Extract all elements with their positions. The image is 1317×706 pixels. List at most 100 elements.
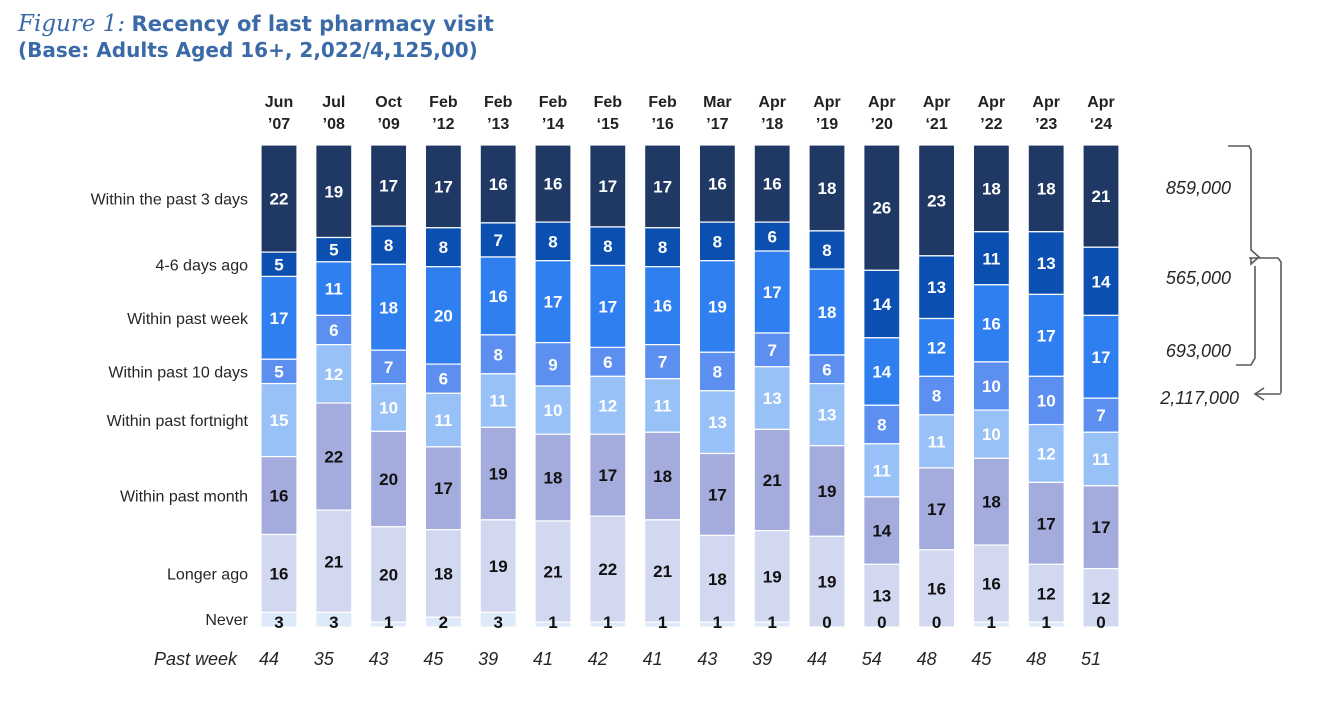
- bar-segment: [1082, 397, 1120, 433]
- bar-segment: [1027, 231, 1065, 296]
- bar-segment: [315, 236, 353, 263]
- bar-segment: [1082, 314, 1120, 399]
- column-label-year: ’13: [487, 116, 509, 133]
- category-label: Within past month: [120, 489, 248, 506]
- bar-segment: [315, 144, 353, 239]
- column-label-month: Jul: [322, 94, 345, 111]
- bar-segment: [917, 144, 956, 257]
- column-label-year: ’17: [706, 116, 728, 133]
- data-label: 15: [270, 411, 289, 430]
- data-label: 7: [767, 341, 776, 360]
- bar-segment: [479, 519, 517, 613]
- column-label-year: ’18: [761, 116, 783, 133]
- bar-segment: [917, 255, 956, 320]
- bar-segment: [589, 264, 627, 349]
- bar-segment: [643, 431, 682, 521]
- column-label-year: ’09: [377, 116, 399, 133]
- data-label: 0: [877, 613, 886, 632]
- bar-segment: [589, 375, 627, 435]
- bar-segment: [698, 534, 737, 623]
- data-label: 16: [544, 175, 563, 194]
- past-week-value: 48: [917, 649, 937, 669]
- data-label: 10: [1037, 391, 1056, 410]
- data-label: 11: [489, 392, 507, 411]
- bar-segment: [424, 446, 462, 531]
- data-label: 1: [548, 613, 557, 632]
- column-label-year: ’07: [268, 116, 290, 133]
- data-label: 18: [818, 303, 837, 322]
- data-label: 16: [927, 579, 946, 598]
- column-label-month: Feb: [594, 94, 623, 111]
- column-label-month: Jun: [265, 94, 293, 111]
- data-label: 22: [598, 560, 617, 579]
- column-label-month: Apr: [868, 94, 896, 111]
- bar-segment: [479, 373, 517, 428]
- data-label: 7: [1096, 406, 1105, 425]
- bar-segment: [370, 526, 408, 623]
- data-label: 6: [767, 228, 776, 247]
- past-week-value: 39: [478, 649, 498, 669]
- data-label: 16: [708, 175, 727, 194]
- data-label: 22: [270, 190, 289, 209]
- column-label-month: Feb: [648, 94, 677, 111]
- bar-segment: [424, 363, 462, 394]
- data-label: 16: [489, 287, 508, 306]
- past-week-value: 41: [533, 649, 553, 669]
- bar-segment: [534, 520, 572, 623]
- data-label: 14: [1092, 272, 1111, 291]
- bracket-lower: [1236, 266, 1256, 366]
- bar-segment: [917, 317, 956, 377]
- data-label: 21: [324, 552, 343, 571]
- bar-segment: [1027, 481, 1065, 565]
- data-label: 19: [324, 182, 343, 201]
- bar-segment: [1082, 567, 1120, 628]
- column-label-year: ’14: [542, 116, 564, 133]
- data-label: 5: [274, 362, 283, 381]
- bar-segment: [972, 231, 1011, 286]
- bar-segment: [753, 144, 791, 223]
- bar-segment: [370, 144, 408, 227]
- data-label: 21: [1092, 187, 1111, 206]
- chart-title: Figure 1: Recency of last pharmacy visit: [18, 10, 494, 37]
- bar-segment: [479, 144, 517, 224]
- column-label-month: Feb: [484, 94, 513, 111]
- bar-segment: [1027, 293, 1065, 377]
- past-week-row: Past week 44 35 43 45 39 41 42 41 43 39 44 54 48 45 48 5…: [154, 649, 1101, 669]
- bar-segment: [534, 621, 572, 628]
- data-label: 11: [1092, 450, 1110, 469]
- bar-segment: [479, 334, 517, 375]
- bar-segment: [589, 433, 627, 517]
- category-label: Never: [205, 612, 248, 629]
- bar-segment: [1027, 144, 1065, 233]
- data-label: 6: [329, 321, 338, 340]
- data-label: 20: [379, 470, 398, 489]
- chart-title-main: Recency of last pharmacy visit: [131, 12, 494, 36]
- data-label: 16: [270, 487, 289, 506]
- bar-segment: [424, 266, 462, 365]
- data-label: 13: [708, 413, 727, 432]
- bar-segment: [863, 443, 901, 498]
- past-week-value: 43: [369, 649, 389, 669]
- data-label: 16: [489, 175, 508, 194]
- past-week-value: 35: [314, 649, 335, 669]
- bar-segment: [808, 535, 846, 628]
- bar-segment: [753, 428, 791, 532]
- bar-segment: [370, 383, 408, 432]
- data-label: 8: [713, 232, 722, 251]
- data-label: 13: [818, 406, 837, 425]
- data-label: 17: [763, 283, 782, 302]
- bar-segment: [260, 611, 298, 628]
- data-label: 11: [654, 396, 672, 415]
- chart-subtitle: (Base: Adults Aged 16+, 2,022/4,125,00): [18, 38, 478, 62]
- data-label: 8: [822, 241, 831, 260]
- past-week-value: 44: [807, 649, 827, 669]
- data-label: 13: [763, 389, 782, 408]
- data-label: 23: [927, 191, 946, 210]
- bar-segment: [808, 144, 846, 232]
- bar-segment: [972, 144, 1011, 233]
- data-label: 6: [603, 353, 612, 372]
- bar-segment: [753, 221, 791, 252]
- bar-segment: [643, 227, 682, 268]
- data-label: 9: [548, 355, 557, 374]
- data-label: 8: [932, 387, 941, 406]
